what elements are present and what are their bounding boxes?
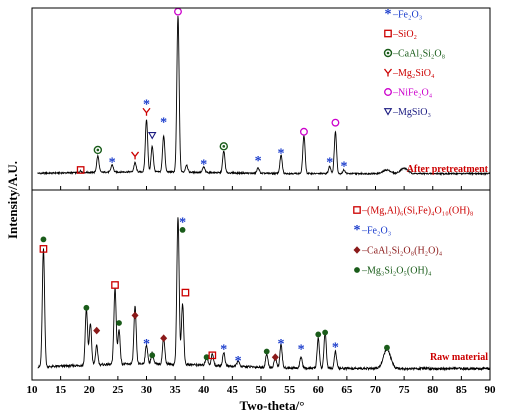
peak-marker-circle — [299, 127, 308, 136]
legend-symbol-diamond — [353, 246, 361, 254]
x-tick-label: 80 — [427, 384, 439, 396]
legend-entry: –CaAl₂Si₂O₈ — [392, 49, 446, 60]
x-tick-label: 45 — [227, 384, 239, 396]
x-tick-label: 50 — [256, 384, 268, 396]
peak-marker-star: * — [332, 341, 339, 356]
peak-marker-star: * — [160, 116, 167, 131]
legend-entry: –CaAl₂Si₂O₈(H₂O)₄ — [361, 246, 443, 257]
peak-marker-arrow — [131, 151, 140, 160]
legend-symbol-flower — [383, 48, 393, 58]
x-tick-label: 10 — [27, 384, 39, 396]
x-tick-label: 75 — [399, 384, 411, 396]
x-tick-label: 15 — [55, 384, 67, 396]
x-tick-label: 90 — [485, 384, 497, 396]
legend-entry: –SiO₂ — [392, 29, 417, 40]
x-axis-label: Two-theta/° — [240, 398, 305, 413]
x-tick-label: 20 — [84, 384, 96, 396]
legend-symbol-dot — [354, 267, 360, 273]
peak-marker-star: * — [143, 337, 150, 352]
x-tick-label: 70 — [370, 384, 382, 396]
peak-marker-square — [111, 281, 119, 289]
y-axis-label: Intensity/A.U. — [5, 161, 20, 239]
legend-symbol-triangle — [383, 108, 393, 116]
peak-marker-diamond — [93, 326, 101, 335]
x-tick-label: 25 — [112, 384, 124, 396]
x-tick-label: 40 — [198, 384, 210, 396]
peak-marker-square — [208, 351, 217, 360]
peak-marker-star: * — [200, 158, 207, 173]
peak-marker-diamond — [131, 311, 139, 320]
peak-marker-triangle — [147, 132, 157, 140]
peak-marker-flower — [219, 142, 228, 151]
panel-after-pretreatment: **** * ** * After pretreatment* –Fe₂O₃–SiO₂–C… — [37, 7, 491, 177]
panel-raw-material: * * * * * * * Raw material –(Mg,Al)₆(Si,Fe)₄O₁₀(… — [37, 206, 491, 372]
peak-marker-star: * — [109, 156, 116, 171]
x-tick-label: 65 — [341, 384, 353, 396]
peak-marker-dot — [322, 329, 329, 336]
legend-symbol-circle — [384, 88, 392, 96]
legend-entry: –Mg₂SiO₄ — [392, 68, 435, 79]
peak-marker-star: * — [326, 156, 333, 171]
peak-marker-square — [39, 245, 48, 253]
peak-marker-dot — [384, 344, 390, 351]
legend-symbol-square — [353, 206, 361, 214]
peak-marker-dot — [203, 354, 210, 361]
peak-marker-dot — [179, 227, 186, 233]
peak-marker-dot — [149, 352, 156, 359]
series-line-after-pretreatment — [37, 15, 491, 177]
peak-marker-star: * — [220, 343, 227, 358]
legend-entry: –MgSiO₃ — [392, 107, 431, 118]
x-tick-label: 85 — [456, 384, 468, 396]
legend-symbol-star: * — [385, 7, 392, 22]
x-tick-label: 55 — [284, 384, 296, 396]
peak-marker-star: * — [179, 215, 186, 230]
legend-entry: –(Mg,Al)₆(Si,Fe)₄O₁₀(OH)₈ — [361, 206, 474, 217]
peak-marker-flower — [93, 145, 103, 155]
legend: –(Mg,Al)₆(Si,Fe)₄O₁₀(OH)₈* –Fe₂O₃ –CaAl₂Si… — [353, 206, 474, 277]
peak-marker-dot — [116, 320, 122, 326]
peak-marker-dot — [83, 304, 90, 311]
peak-marker-star: * — [298, 343, 305, 358]
peak-marker-dot — [315, 331, 322, 338]
legend-entry: –Mg₃Si₂O₅(OH)₄ — [361, 266, 432, 277]
legend-entry: –NiFe₂O₄ — [392, 88, 433, 99]
peak-marker-square — [181, 288, 190, 297]
peak-marker-diamond — [160, 334, 168, 342]
peak-marker-diamond — [271, 353, 279, 361]
peak-marker-star: * — [143, 97, 150, 112]
peak-marker-square — [76, 166, 85, 174]
peak-marker-arrow — [142, 107, 151, 116]
legend: * –Fe₂O₃ –SiO₂ –CaAl₂Si₂O₈ –Mg₂SiO₄ –NiFe₂O₄ –… — [383, 7, 446, 118]
peak-marker-circle — [331, 118, 340, 127]
peak-marker-dot — [40, 236, 47, 243]
series-line-raw-material — [37, 217, 491, 372]
peak-marker-star: * — [255, 154, 262, 169]
axes: 10 15 20 25 30 35 40 45 50 55 60 65 70 75 80 85 90 — [27, 7, 497, 396]
legend-symbol-square — [384, 29, 392, 38]
peak-marker-star: * — [278, 337, 285, 352]
legend-entry: –Fe₂O₃ — [392, 10, 422, 21]
peak-marker-star: * — [278, 147, 285, 162]
legend-entry: –Fe₂O₃ — [361, 226, 391, 237]
peak-marker-dot — [263, 348, 270, 355]
peak-marker-star: * — [341, 159, 348, 174]
peak-marker-star: * — [235, 354, 242, 369]
legend-symbol-arrow — [383, 68, 393, 77]
x-tick-label: 35 — [170, 384, 182, 396]
x-tick-label: 30 — [141, 384, 153, 396]
series-label: Raw material — [430, 352, 488, 363]
series-label: After pretreatment — [407, 164, 489, 175]
x-tick-label: 60 — [313, 384, 325, 396]
legend-symbol-star: * — [354, 223, 361, 238]
